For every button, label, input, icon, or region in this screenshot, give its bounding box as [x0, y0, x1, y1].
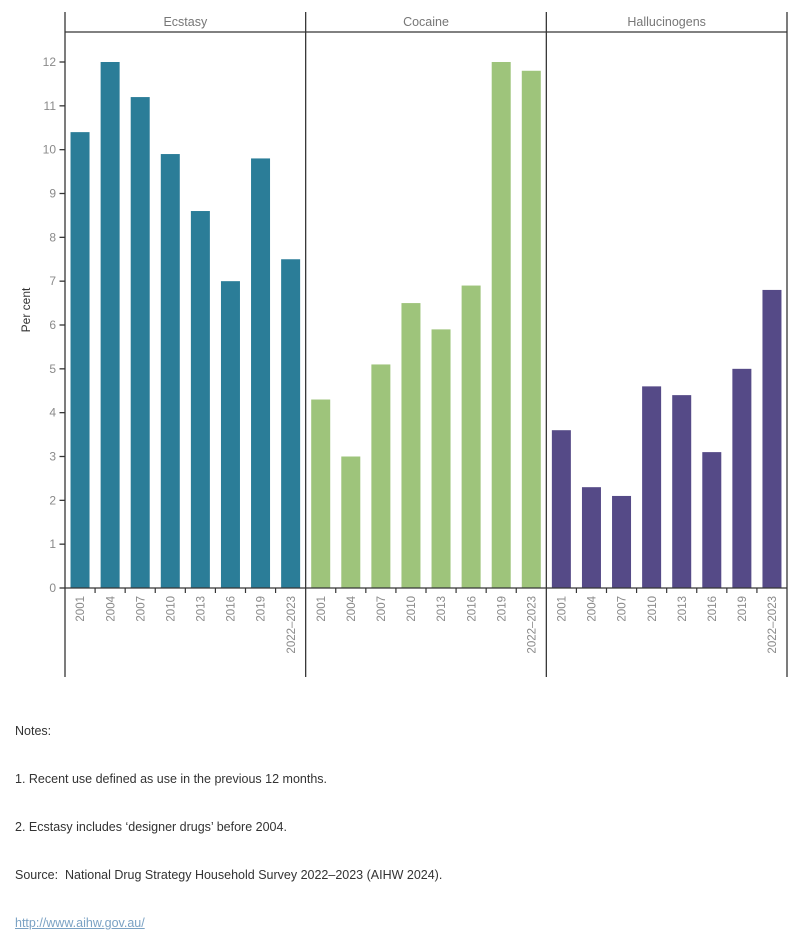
- note-line-2: 2. Ecstasy includes ‘designer drugs’ bef…: [15, 820, 287, 834]
- panel-header-cocaine: Cocaine: [403, 15, 449, 29]
- x-axis-tick-label: 2001: [557, 596, 569, 622]
- bar-ecstasy-2001[interactable]: [70, 132, 90, 588]
- bar-ecstasy-2007[interactable]: [130, 97, 150, 588]
- y-axis-tick-label: 10: [43, 143, 57, 157]
- x-axis-tick-label: 2004: [346, 595, 358, 621]
- bar-hallucinogens-2007[interactable]: [612, 495, 632, 588]
- chart-notes: Notes: 1. Recent use defined as use in t…: [15, 691, 442, 947]
- panel-header-hallucinogens: Hallucinogens: [627, 15, 706, 29]
- y-axis-tick-label: 6: [49, 318, 56, 332]
- y-axis-tick-label: 8: [49, 230, 56, 244]
- x-axis-tick-label: 2010: [166, 596, 178, 622]
- bar-cocaine-2019[interactable]: [491, 62, 511, 588]
- panel-header-ecstasy: Ecstasy: [163, 15, 208, 29]
- x-axis-tick-label: 2016: [707, 596, 719, 622]
- source-link[interactable]: http://www.aihw.gov.au/: [15, 916, 145, 930]
- x-axis-tick-label: 2007: [135, 596, 147, 622]
- y-axis-tick-label: 0: [49, 581, 56, 595]
- x-axis-tick-label: 2004: [105, 595, 117, 621]
- y-axis-tick-label: 9: [49, 187, 56, 201]
- y-axis-tick-label: 1: [49, 537, 56, 551]
- bar-cocaine-2016[interactable]: [461, 285, 481, 588]
- y-axis-tick-label: 11: [44, 99, 57, 113]
- bar-ecstasy-2010[interactable]: [160, 154, 180, 589]
- x-axis-tick-label: 2001: [316, 596, 328, 622]
- y-axis-tick-label: 4: [49, 406, 56, 420]
- bar-hallucinogens-2010[interactable]: [642, 386, 662, 588]
- bar-ecstasy-2013[interactable]: [190, 211, 210, 588]
- bar-ecstasy-2022–2023[interactable]: [281, 259, 301, 588]
- x-axis-tick-label: 2016: [466, 596, 478, 622]
- x-axis-tick-label: 2010: [406, 596, 418, 622]
- x-axis-tick-label: 2019: [737, 596, 749, 622]
- bar-cocaine-2013[interactable]: [431, 329, 451, 588]
- bar-cocaine-2022–2023[interactable]: [521, 70, 541, 588]
- x-axis-tick-label: 2022–2023: [767, 596, 779, 654]
- notes-title: Notes:: [15, 724, 52, 738]
- x-axis-tick-label: 2019: [496, 596, 508, 622]
- bar-hallucinogens-2019[interactable]: [732, 368, 752, 588]
- bar-ecstasy-2016[interactable]: [220, 281, 240, 588]
- x-axis-tick-label: 2010: [647, 596, 659, 622]
- y-axis-tick-label: 7: [49, 274, 56, 288]
- bar-cocaine-2004[interactable]: [341, 456, 361, 589]
- x-axis-tick-label: 2001: [75, 596, 87, 622]
- bar-cocaine-2010[interactable]: [401, 303, 421, 588]
- bar-cocaine-2007[interactable]: [371, 364, 391, 588]
- y-axis-title: Per cent: [19, 287, 33, 332]
- y-axis-tick-label: 2: [49, 493, 56, 507]
- x-axis-tick-label: 2013: [436, 596, 448, 622]
- y-axis-tick-label: 5: [49, 362, 56, 376]
- bar-hallucinogens-2004[interactable]: [581, 487, 601, 588]
- bar-hallucinogens-2022–2023[interactable]: [762, 289, 782, 588]
- y-axis-tick-label: 3: [49, 450, 56, 464]
- note-line-1: 1. Recent use defined as use in the prev…: [15, 772, 327, 786]
- bar-ecstasy-2004[interactable]: [100, 62, 120, 588]
- source-line: Source: National Drug Strategy Household…: [15, 868, 443, 882]
- x-axis-tick-label: 2016: [226, 596, 238, 622]
- x-axis-tick-label: 2022–2023: [286, 596, 298, 654]
- x-axis-tick-label: 2022–2023: [527, 596, 539, 654]
- x-axis-tick-label: 2004: [587, 595, 599, 621]
- bar-hallucinogens-2001[interactable]: [551, 430, 571, 588]
- bar-hallucinogens-2016[interactable]: [702, 452, 722, 588]
- x-axis-tick-label: 2019: [256, 596, 268, 622]
- bar-ecstasy-2019[interactable]: [251, 158, 271, 588]
- bar-cocaine-2001[interactable]: [311, 399, 331, 588]
- x-axis-tick-label: 2013: [677, 596, 689, 622]
- bar-hallucinogens-2013[interactable]: [672, 395, 692, 588]
- x-axis-tick-label: 2007: [617, 596, 629, 622]
- x-axis-tick-label: 2007: [376, 596, 388, 622]
- x-axis-tick-label: 2013: [196, 596, 208, 622]
- y-axis-tick-label: 12: [43, 55, 57, 69]
